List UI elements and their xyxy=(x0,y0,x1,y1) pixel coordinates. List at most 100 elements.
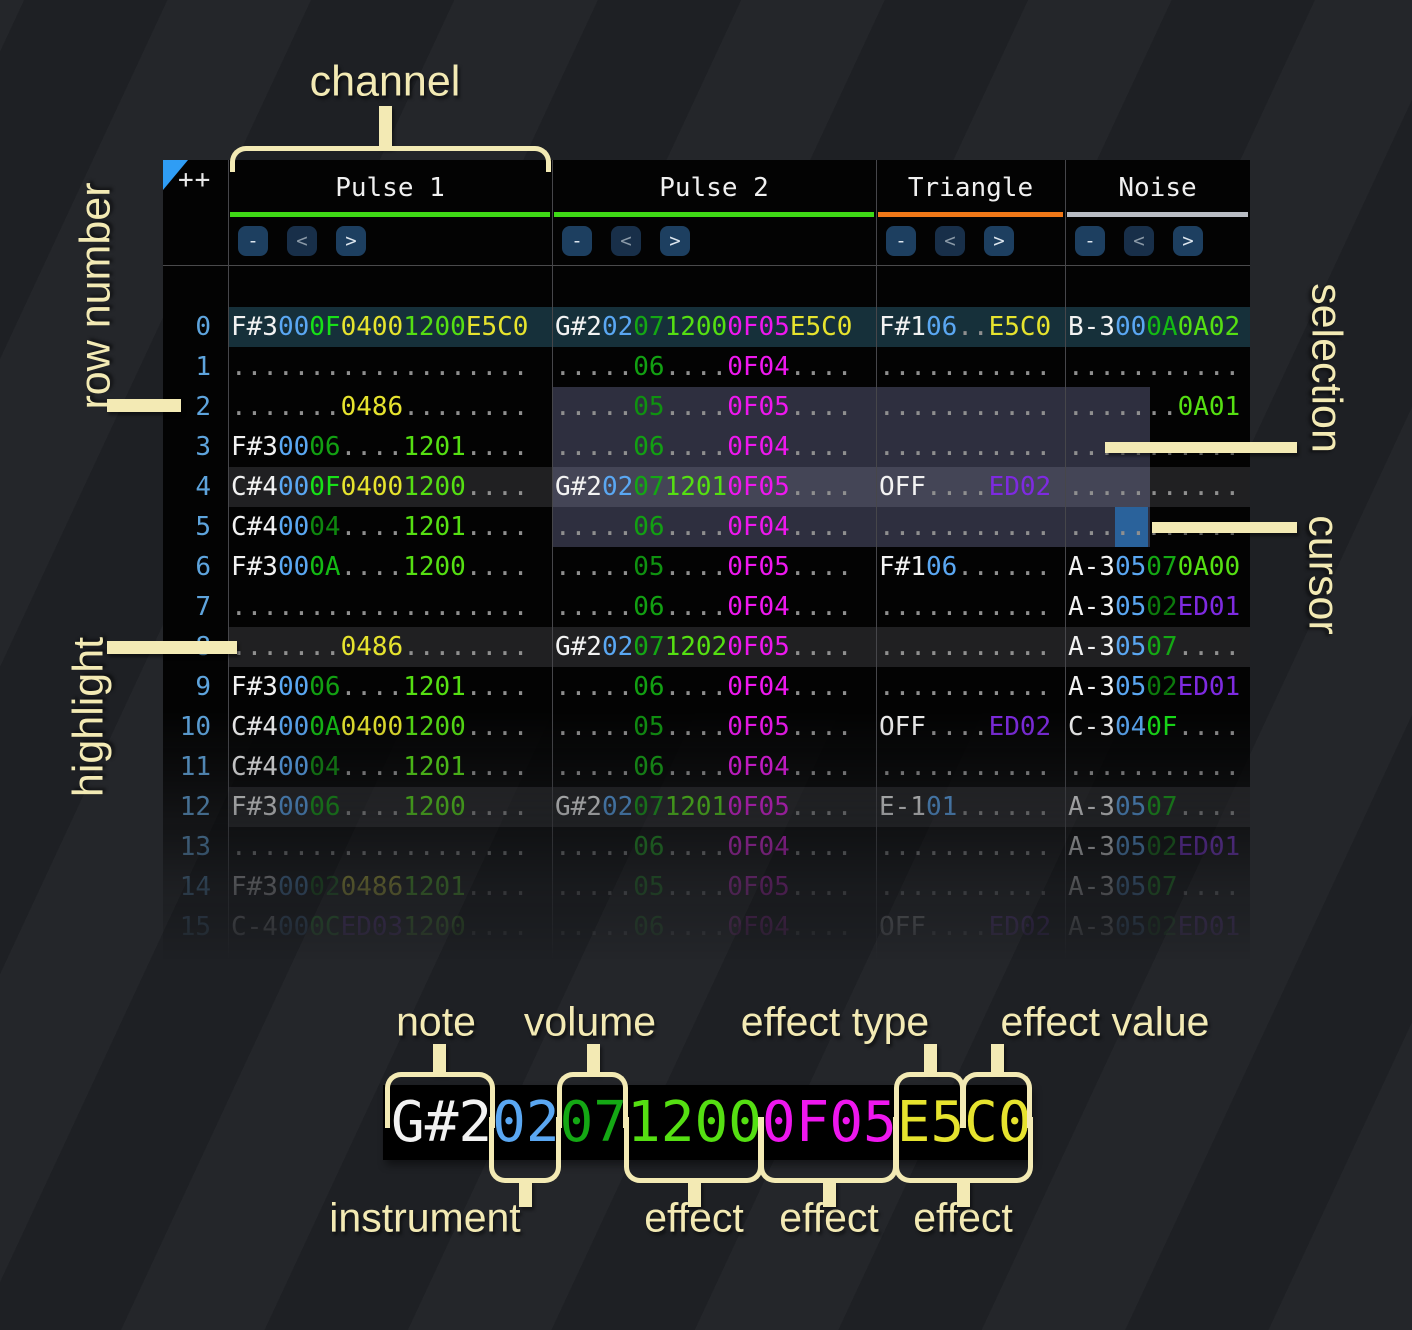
pattern-cell[interactable]: G#2020712010F05.... xyxy=(552,787,876,827)
pattern-cell[interactable]: ........... xyxy=(1065,347,1250,387)
pattern-row-bg: C#40004....1201.... .....06....0F04......… xyxy=(228,507,1250,547)
pattern-cell[interactable]: ........... xyxy=(1065,747,1250,787)
pattern-cell[interactable]: ........... xyxy=(876,507,1065,547)
pattern-cell[interactable]: .....06....0F04.... xyxy=(552,827,876,867)
cell-segment: 1201 xyxy=(664,792,728,822)
channel-prev-button[interactable]: < xyxy=(287,226,317,256)
pattern-cell[interactable]: .......0A01 xyxy=(1065,387,1250,427)
pattern-cell[interactable]: ........... xyxy=(876,867,1065,907)
pattern-cell[interactable]: A-30507.... xyxy=(1065,787,1250,827)
pattern-cell[interactable]: .....06....0F04.... xyxy=(552,347,876,387)
pattern-cell[interactable]: .....06....0F04.... xyxy=(552,907,876,947)
cell-segment: 0400 xyxy=(340,712,404,742)
pattern-cell[interactable]: .....06....0F04.... xyxy=(552,747,876,787)
pattern-cell[interactable]: .....06....0F04.... xyxy=(552,667,876,707)
channel-next-button[interactable]: > xyxy=(336,226,366,256)
pattern-cell[interactable]: ........... xyxy=(876,827,1065,867)
channel-collapse-button[interactable]: - xyxy=(1075,226,1105,256)
pattern-cell[interactable]: C-3040F.... xyxy=(1065,707,1250,747)
channel-name[interactable]: Noise xyxy=(1118,173,1197,203)
pattern-cell[interactable]: ................... xyxy=(228,587,552,627)
pattern-cell[interactable]: .....05....0F05.... xyxy=(552,547,876,587)
channel-collapse-button[interactable]: - xyxy=(886,226,916,256)
channel-prev-button[interactable]: < xyxy=(611,226,641,256)
pattern-cell[interactable]: .....05....0F05.... xyxy=(552,707,876,747)
pattern-cell[interactable]: G#2020712020F05.... xyxy=(552,627,876,667)
pattern-cell[interactable]: F#30006....1201.... xyxy=(228,667,552,707)
cell-segment: 06 xyxy=(309,672,341,702)
channel-prev-button[interactable]: < xyxy=(935,226,965,256)
pattern-cell[interactable]: A-305070A00 xyxy=(1065,547,1250,587)
pattern-row-highlight: F#3000F04001200E5C0 G#2020712000F05E5C0 F#… xyxy=(228,307,1250,347)
pattern-cell[interactable]: ................... xyxy=(228,347,552,387)
channel-next-button[interactable]: > xyxy=(984,226,1014,256)
pattern-cell[interactable]: .....06....0F04.... xyxy=(552,427,876,467)
pattern-row-bg: .......0486........ .....05....0F05......… xyxy=(228,387,1250,427)
pattern-cell[interactable]: F#30006....1200.... xyxy=(228,787,552,827)
pattern-cell[interactable]: A-30507.... xyxy=(1065,867,1250,907)
pattern-cell[interactable]: OFF....ED02 xyxy=(876,907,1065,947)
pattern-cell[interactable]: .....05....0F05.... xyxy=(552,387,876,427)
pattern-cell[interactable]: .......0486........ xyxy=(228,387,552,427)
pattern-cell[interactable]: G#2020712000F05E5C0 xyxy=(552,307,876,347)
pattern-cell[interactable]: B-3000A0A02 xyxy=(1065,307,1250,347)
pattern-cell[interactable]: .....05....0F05.... xyxy=(552,867,876,907)
pattern-cell[interactable]: OFF....ED02 xyxy=(876,707,1065,747)
pattern-cell[interactable]: .....06....0F04.... xyxy=(552,587,876,627)
channel-prev-button[interactable]: < xyxy=(1124,226,1154,256)
channel-name[interactable]: Pulse 2 xyxy=(659,173,769,203)
pattern-cell[interactable]: C#40004....1201.... xyxy=(228,747,552,787)
pattern-cell[interactable]: A-30502ED01 xyxy=(1065,907,1250,947)
pattern-cell[interactable]: ........... xyxy=(876,667,1065,707)
cell-segment: E5C0 xyxy=(789,312,853,342)
pattern-cell[interactable]: F#3000A....1200.... xyxy=(228,547,552,587)
pattern-cell[interactable]: C-4000CED031200.... xyxy=(228,907,552,947)
pattern-cell[interactable]: ........... xyxy=(876,347,1065,387)
channel-next-button[interactable]: > xyxy=(660,226,690,256)
pattern-cell[interactable]: F#106...... xyxy=(876,547,1065,587)
cell-segment: ...... xyxy=(957,792,1052,822)
pattern-cell[interactable]: ........... xyxy=(876,427,1065,467)
pattern-cell[interactable]: OFF....ED02 xyxy=(876,467,1065,507)
cell-segment: 1201 xyxy=(403,432,466,462)
pattern-cell[interactable]: F#3000204861201.... xyxy=(228,867,552,907)
channel-name[interactable]: Pulse 1 xyxy=(335,173,445,203)
cell-segment: ........... xyxy=(879,752,1052,782)
cell-segment: 0400 xyxy=(340,312,404,342)
cell-segment: 06 xyxy=(925,552,958,582)
channel-collapse-button[interactable]: - xyxy=(238,226,268,256)
channel-next-button[interactable]: > xyxy=(1173,226,1203,256)
channel-header-noise: Noise - < > xyxy=(1065,160,1250,265)
pattern-cell[interactable]: A-30507.... xyxy=(1065,627,1250,667)
pattern-cell[interactable]: .......0486........ xyxy=(228,627,552,667)
pattern-cell[interactable]: F#106..E5C0 xyxy=(876,307,1065,347)
expand-rows-button[interactable]: ++ xyxy=(178,165,212,195)
channel-name[interactable]: Triangle xyxy=(907,173,1034,203)
pattern-cell[interactable]: C#40004....1201.... xyxy=(228,507,552,547)
cell-segment: F#1 xyxy=(879,552,926,582)
pattern-cell[interactable]: ........... xyxy=(1065,467,1250,507)
cell-segment: A-3 xyxy=(1068,592,1115,622)
pattern-cell[interactable]: F#30006....1201.... xyxy=(228,427,552,467)
pattern-cell[interactable]: E-101...... xyxy=(876,787,1065,827)
pattern-row-bg: C#40004....1201.... .....06....0F04......… xyxy=(228,747,1250,787)
pattern-cell[interactable]: C#4000F04001200.... xyxy=(228,467,552,507)
pattern-cell[interactable]: ........... xyxy=(876,587,1065,627)
pattern-cell[interactable]: C#4000A04001200.... xyxy=(228,707,552,747)
pattern-cell[interactable]: A-30502ED01 xyxy=(1065,827,1250,867)
pattern-cell[interactable]: ........... xyxy=(876,747,1065,787)
cell-segment: 06 xyxy=(309,432,341,462)
cell-segment: 02 xyxy=(601,792,634,822)
pattern-cell[interactable]: ........... xyxy=(876,627,1065,667)
pattern-cell[interactable]: A-30502ED01 xyxy=(1065,587,1250,627)
pattern-cell[interactable]: ........... xyxy=(876,387,1065,427)
pattern-cell[interactable]: .....06....0F04.... xyxy=(552,507,876,547)
pattern-cell[interactable]: ................... xyxy=(228,827,552,867)
pattern-cell[interactable]: G#2020712010F05.... xyxy=(552,467,876,507)
pattern-cell[interactable]: F#3000F04001200E5C0 xyxy=(228,307,552,347)
cell-segment: 05 xyxy=(633,392,665,422)
pattern-row-highlight: C#4000F04001200.... G#2020712010F05.... OF… xyxy=(228,467,1250,507)
channel-collapse-button[interactable]: - xyxy=(562,226,592,256)
cell-segment: ....... xyxy=(231,632,341,662)
pattern-cell[interactable]: A-30502ED01 xyxy=(1065,667,1250,707)
